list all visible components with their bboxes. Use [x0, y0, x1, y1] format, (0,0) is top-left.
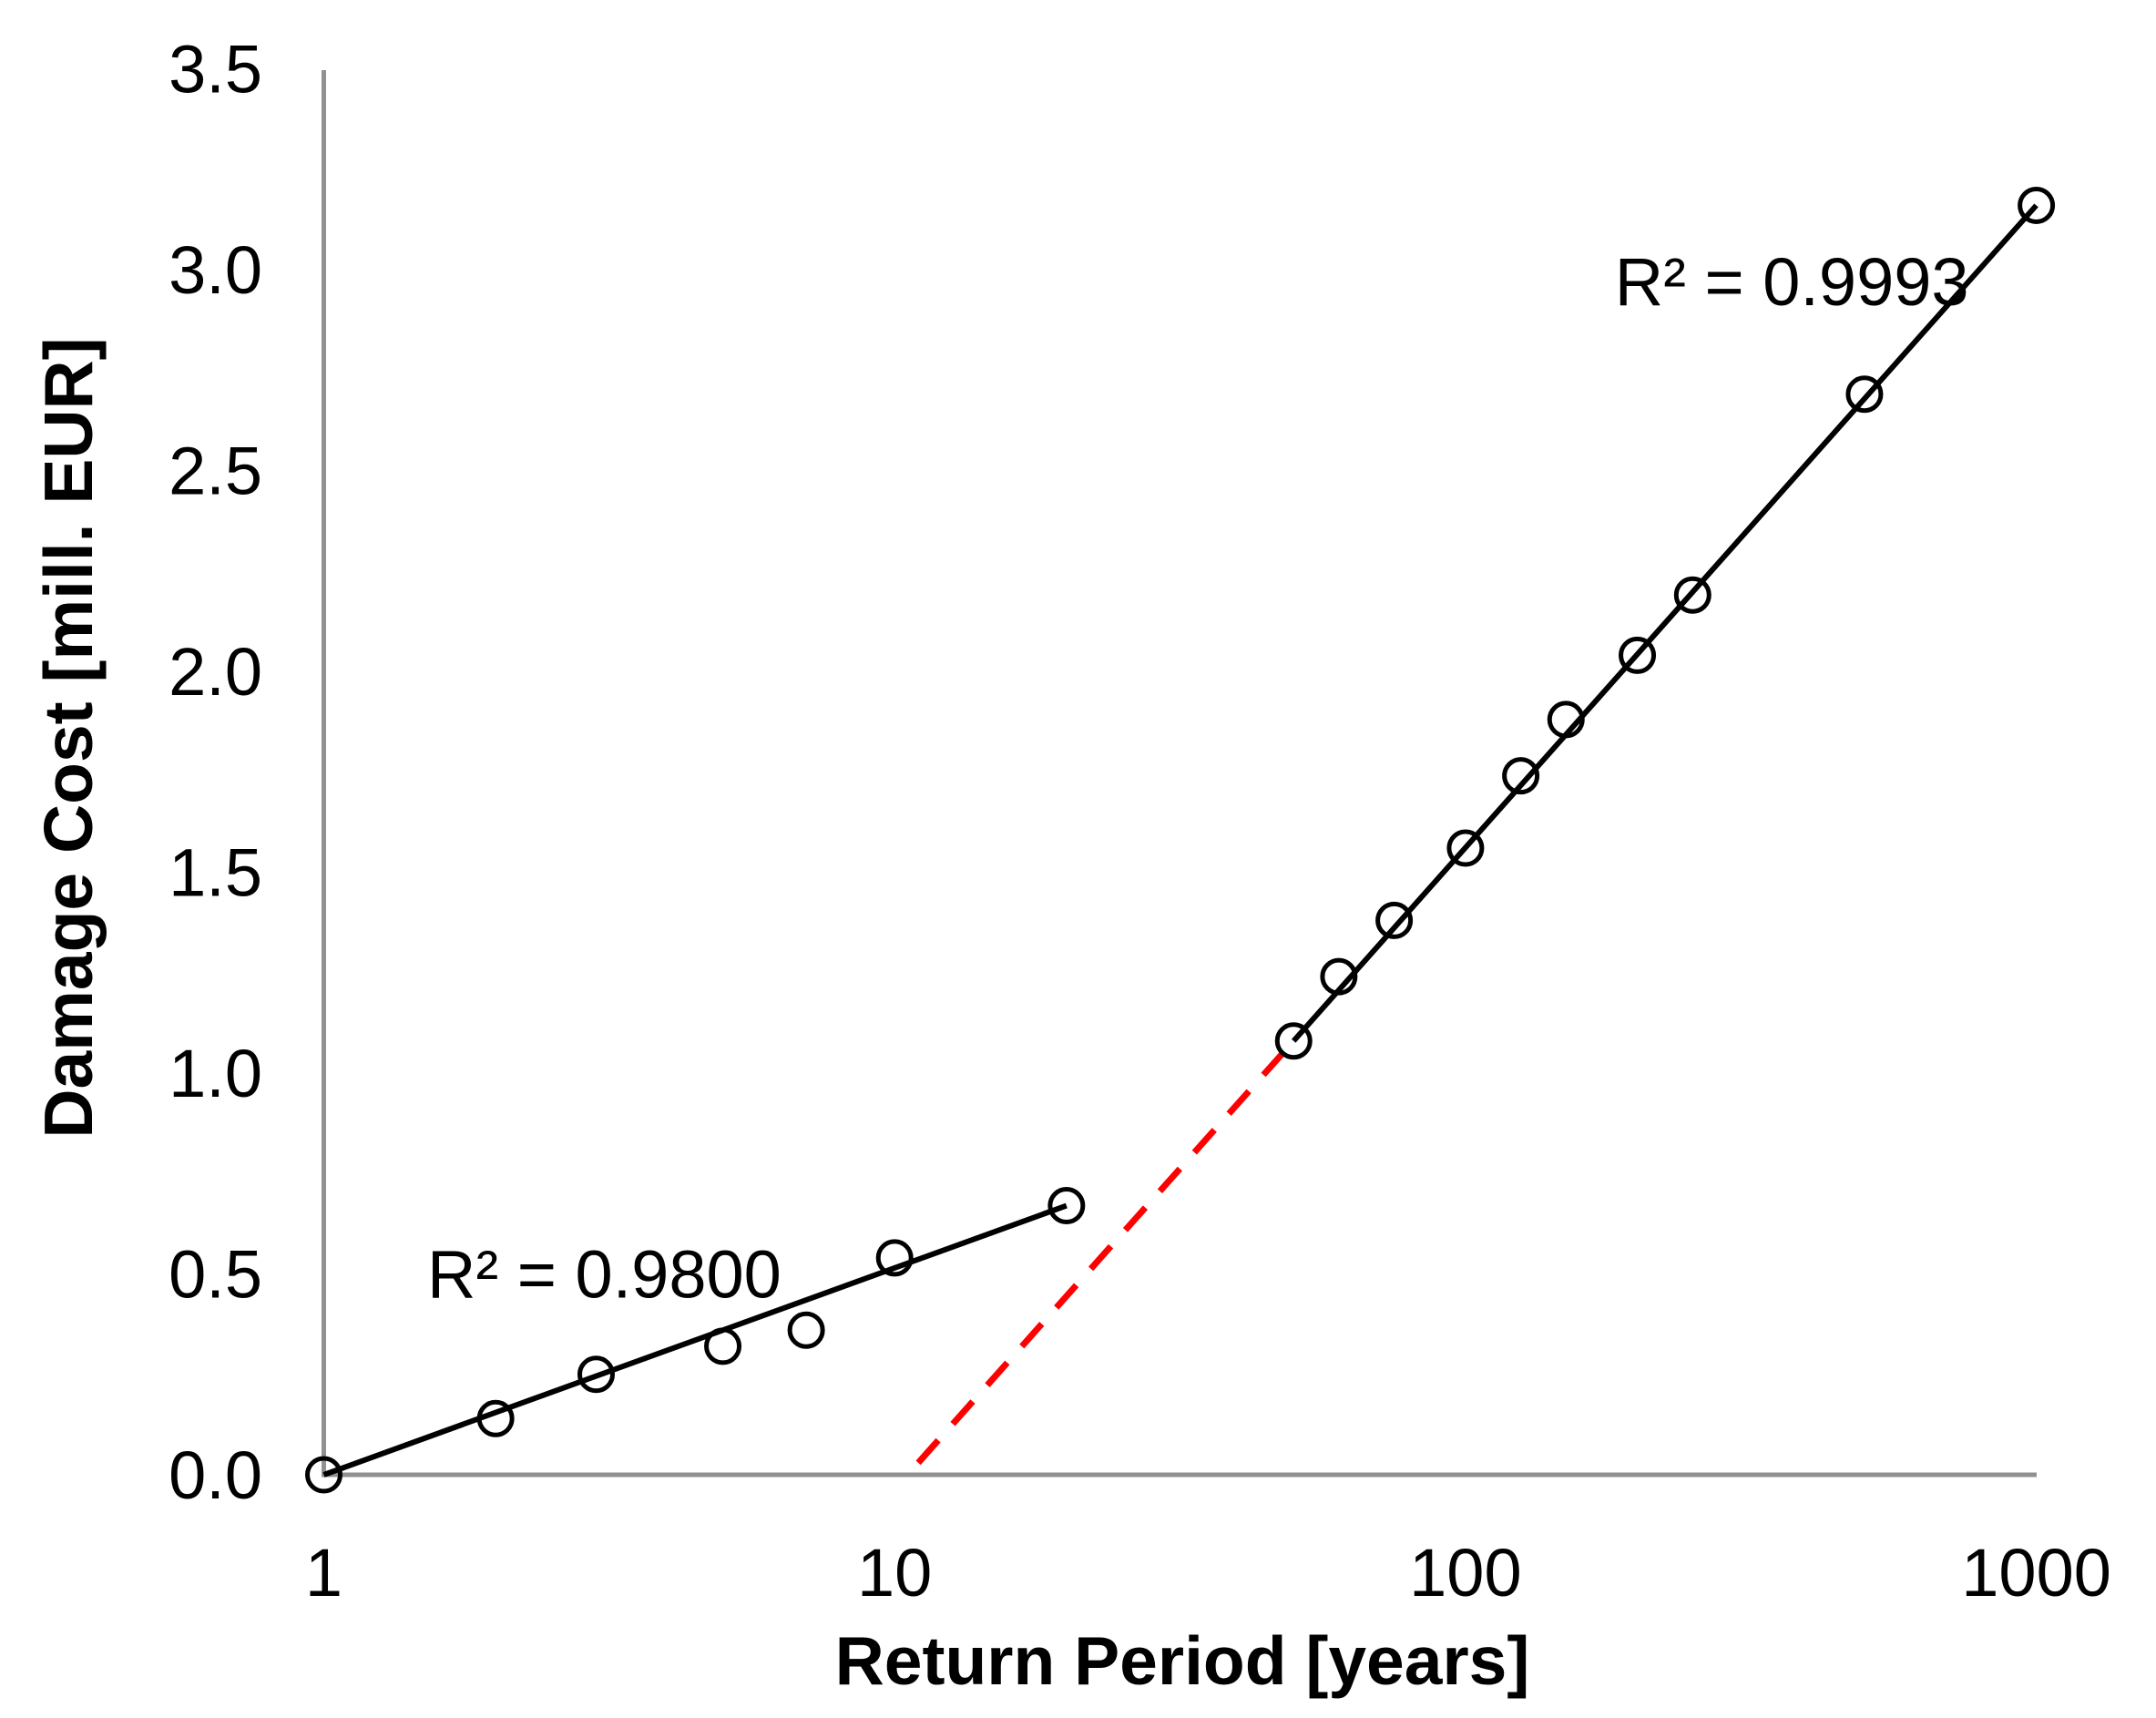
y-tick-label: 0.0: [169, 1437, 262, 1513]
y-tick-label: 0.5: [169, 1237, 262, 1313]
x-tick-label: 10: [857, 1535, 932, 1611]
data-point-long-return-periods: [1547, 700, 1585, 739]
data-point-long-return-periods: [1274, 1022, 1313, 1060]
data-point-long-return-periods: [1320, 957, 1358, 996]
r2-annotation-short-return-periods: R² = 0.9800: [427, 1237, 782, 1313]
data-point-long-return-periods: [1446, 829, 1485, 867]
trendline-long-return-periods: [1292, 203, 2038, 1043]
y-tick-label: 1.5: [169, 835, 262, 911]
y-tick-label: 1.0: [169, 1036, 262, 1111]
x-axis-title: Return Period [years]: [834, 1622, 1530, 1699]
extrapolation-dashed-line: [915, 1038, 1296, 1466]
data-point-short-return-periods: [476, 1399, 515, 1437]
y-tick-label: 3.0: [169, 232, 262, 308]
data-point-short-return-periods: [305, 1456, 342, 1494]
x-tick-label: 100: [1409, 1535, 1521, 1611]
y-tick-label: 2.5: [169, 434, 262, 509]
x-tick-label: 1: [305, 1535, 342, 1611]
data-point-long-return-periods: [1673, 576, 1712, 614]
y-tick-label: 3.5: [169, 32, 262, 107]
data-point-long-return-periods: [1375, 901, 1414, 939]
data-point-long-return-periods: [1619, 636, 1657, 674]
data-point-short-return-periods: [704, 1327, 742, 1365]
data-point-short-return-periods: [1047, 1187, 1086, 1225]
r2-annotation-long-return-periods: R² = 0.9993: [1615, 244, 1969, 320]
data-point-short-return-periods: [577, 1355, 616, 1394]
y-axis-title: Damage Cost [mill. EUR]: [30, 337, 107, 1139]
data-point-short-return-periods: [875, 1239, 914, 1277]
data-point-short-return-periods: [787, 1311, 825, 1349]
y-tick-label: 2.0: [169, 634, 262, 710]
data-point-long-return-periods: [1502, 757, 1540, 795]
data-point-long-return-periods: [2018, 186, 2056, 224]
data-point-long-return-periods: [1845, 375, 1884, 414]
trendline-short-return-periods: [322, 1202, 1068, 1478]
x-tick-label: 1000: [1961, 1535, 2111, 1611]
